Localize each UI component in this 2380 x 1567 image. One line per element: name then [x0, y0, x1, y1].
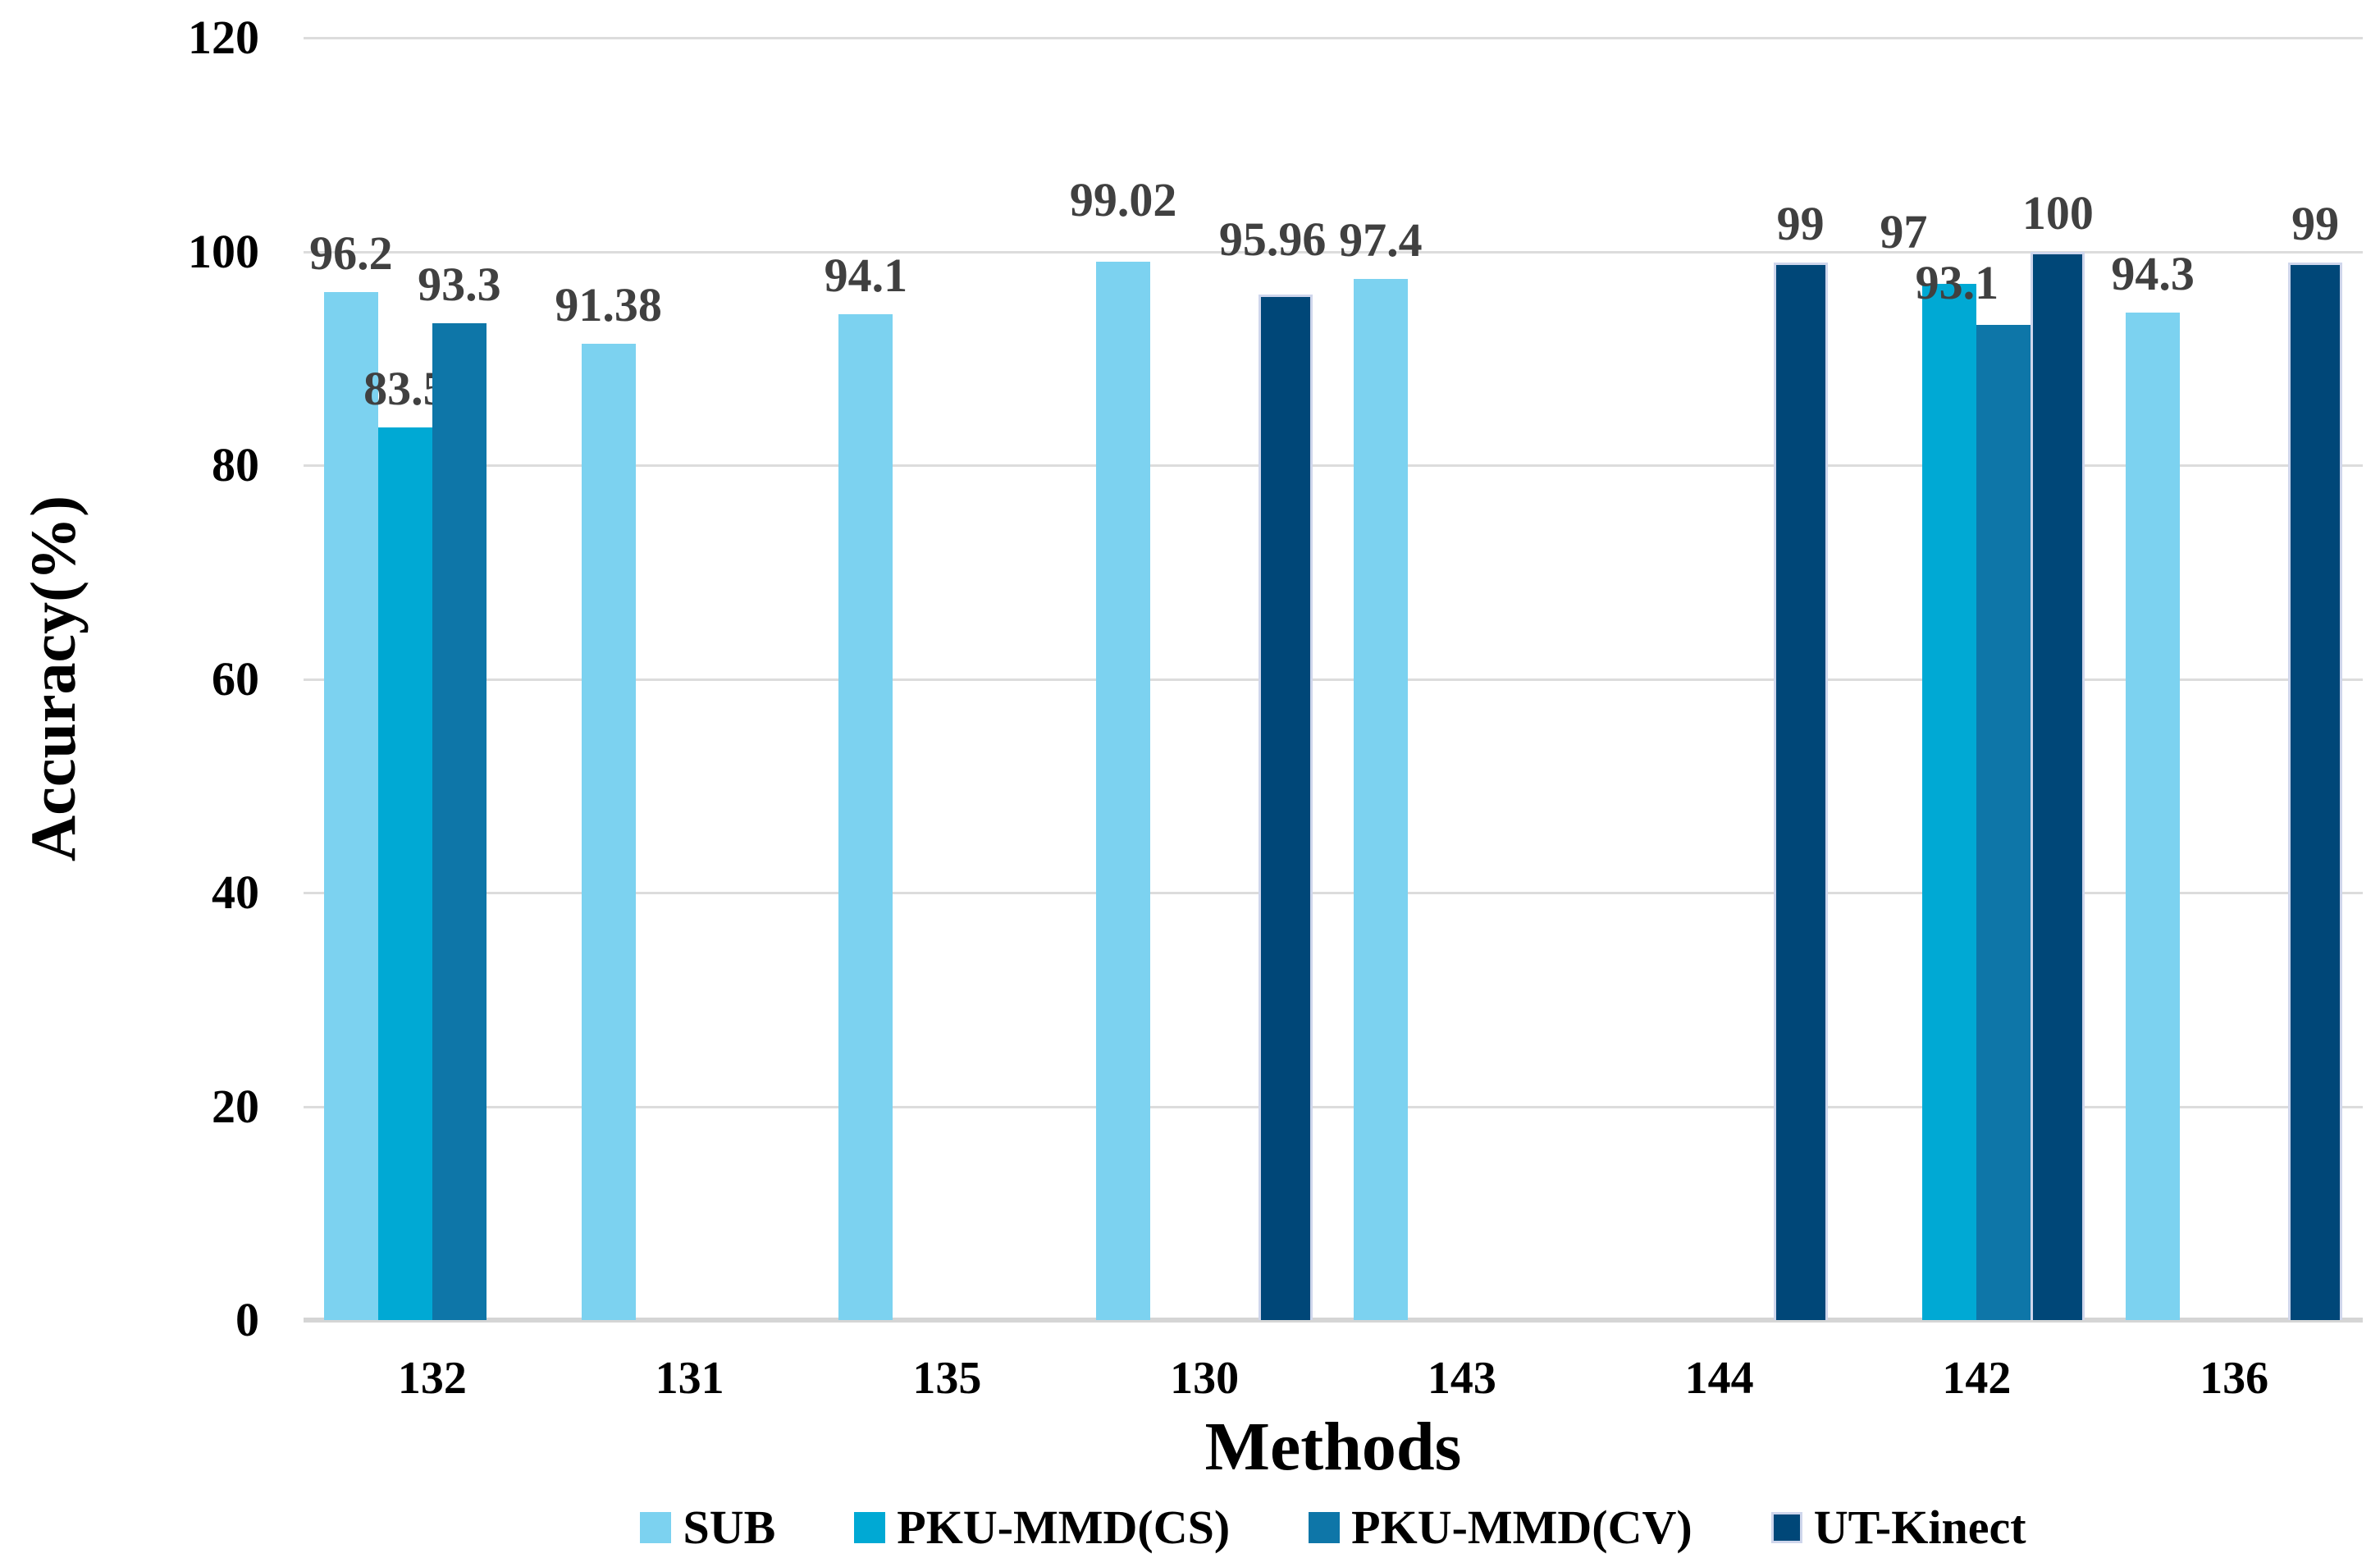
legend: SUB PKU-MMD(CS) PKU-MMD(CV) UT-Kinect — [304, 1504, 2363, 1551]
x-category-label-132: 132 — [397, 1353, 467, 1404]
bar-label-PKU-MMD(CV)-142: 93.1 — [1915, 256, 1999, 310]
gridline-100 — [304, 250, 2363, 254]
bar-label-SUB-131: 91.38 — [555, 277, 662, 331]
bar-SUB-130 — [1096, 262, 1151, 1320]
y-axis-title-area: Accuracy(%) — [0, 0, 107, 1358]
bar-label-UT-Kinect-144: 99 — [1776, 196, 1825, 250]
y-tick-label-20: 20 — [212, 1079, 259, 1133]
bar-SUB-143 — [1353, 279, 1408, 1320]
x-axis-title: Methods — [1204, 1409, 1462, 1485]
gridline-20 — [304, 1105, 2363, 1108]
x-category-label-144: 144 — [1684, 1353, 1754, 1404]
bar-PKU-MMD(CV)-142 — [1976, 325, 2031, 1320]
bar-SUB-132 — [323, 291, 378, 1320]
legend-swatch-PKU-MMD(CS) — [854, 1512, 886, 1543]
y-tick-label-60: 60 — [212, 651, 259, 706]
bar-label-UT-Kinect-130: 95.96 — [1218, 212, 1327, 267]
x-category-label-131: 131 — [655, 1353, 724, 1404]
gridline-60 — [304, 678, 2363, 681]
legend-swatch-PKU-MMD(CV) — [1309, 1512, 1341, 1543]
legend-label-PKU-MMD(CV): PKU-MMD(CV) — [1351, 1501, 1692, 1554]
bar-label-UT-Kinect-142: 100 — [2021, 185, 2094, 240]
legend-item-SUB: SUB — [640, 1504, 775, 1551]
bar-SUB-131 — [581, 343, 636, 1320]
y-tick-label-40: 40 — [212, 866, 259, 919]
y-tick-label-120: 120 — [188, 11, 259, 64]
bar-UT-Kinect-144 — [1773, 262, 1828, 1320]
legend-label-UT-Kinect: UT-Kinect — [1813, 1501, 2026, 1554]
legend-swatch-SUB — [640, 1512, 672, 1543]
bar-label-UT-Kinect-136: 99 — [2291, 196, 2340, 250]
bar-PKU-MMD(CV)-132 — [432, 322, 487, 1320]
y-axis-title: Accuracy(%) — [17, 495, 89, 862]
bar-PKU-MMD(CS)-132 — [377, 427, 432, 1320]
x-category-label-142: 142 — [1942, 1353, 2012, 1404]
gridline-80 — [304, 464, 2363, 467]
x-category-label-143: 143 — [1427, 1353, 1496, 1404]
legend-item-PKU-MMD(CV): PKU-MMD(CV) — [1309, 1504, 1692, 1551]
legend-label-PKU-MMD(CS): PKU-MMD(CS) — [897, 1501, 1231, 1554]
bar-UT-Kinect-142 — [2031, 251, 2085, 1320]
legend-swatch-UT-Kinect — [1770, 1512, 1802, 1543]
gridline-40 — [304, 892, 2363, 894]
legend-item-UT-Kinect: UT-Kinect — [1770, 1501, 2026, 1554]
bar-label-SUB-143: 97.4 — [1339, 213, 1423, 267]
x-category-label-130: 130 — [1170, 1353, 1240, 1404]
bar-label-SUB-135: 94.1 — [824, 249, 908, 303]
bar-SUB-135 — [838, 314, 893, 1320]
legend-label-SUB: SUB — [683, 1501, 776, 1554]
bar-UT-Kinect-130 — [1259, 295, 1313, 1320]
y-tick-label-80: 80 — [212, 438, 259, 491]
bar-label-PKU-MMD(CS)-142: 97 — [1880, 204, 1928, 258]
legend-item-PKU-MMD(CS): PKU-MMD(CS) — [854, 1504, 1230, 1551]
bar-PKU-MMD(CS)-142 — [1922, 283, 1977, 1320]
bar-label-PKU-MMD(CV)-132: 93.3 — [418, 257, 501, 311]
gridline-120 — [304, 37, 2363, 39]
y-tick-label-0: 0 — [235, 1293, 259, 1346]
bar-UT-Kinect-136 — [2288, 262, 2343, 1320]
bar-label-SUB-136: 94.3 — [2111, 246, 2195, 300]
bar-label-SUB-130: 99.02 — [1069, 173, 1177, 227]
x-axis-line — [304, 1318, 2363, 1323]
y-tick-label-100: 100 — [188, 224, 259, 278]
bar-SUB-136 — [2126, 312, 2181, 1320]
x-category-label-136: 136 — [2200, 1353, 2269, 1404]
x-category-label-135: 135 — [912, 1353, 982, 1404]
bar-label-SUB-132: 96.2 — [309, 226, 393, 280]
